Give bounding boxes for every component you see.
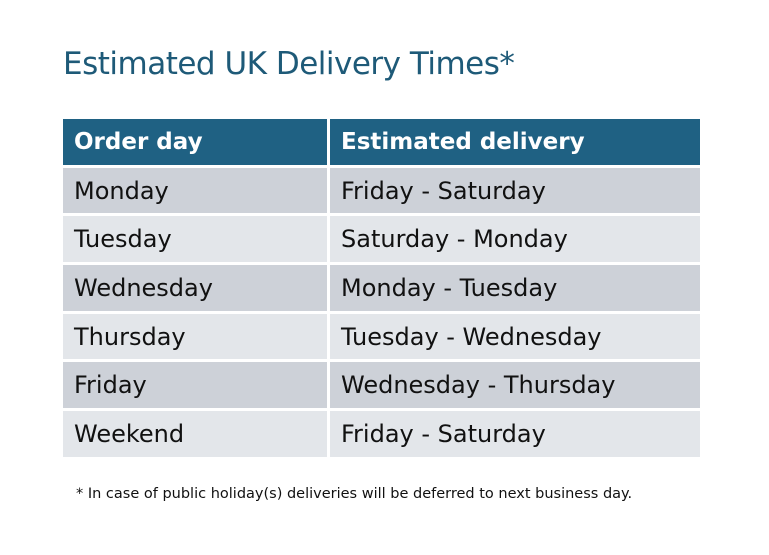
table-row: Thursday Tuesday - Wednesday: [63, 313, 700, 360]
delivery-cell: Friday - Saturday: [330, 411, 700, 457]
footnote: * In case of public holiday(s) deliverie…: [76, 486, 633, 502]
table-row: Monday Friday - Saturday: [63, 167, 700, 214]
order-day-cell: Thursday: [63, 313, 327, 360]
order-day-cell: Weekend: [63, 411, 327, 457]
table-header-row: Order day Estimated delivery: [63, 119, 700, 165]
order-day-cell: Tuesday: [63, 216, 327, 263]
table-row: Wednesday Monday - Tuesday: [63, 265, 700, 311]
delivery-cell: Wednesday - Thursday: [330, 362, 700, 409]
column-header-estimated-delivery: Estimated delivery: [330, 119, 700, 165]
order-day-cell: Wednesday: [63, 265, 327, 311]
delivery-cell: Saturday - Monday: [330, 216, 700, 263]
column-header-order-day: Order day: [63, 119, 327, 165]
table-row: Weekend Friday - Saturday: [63, 411, 700, 457]
table-row: Friday Wednesday - Thursday: [63, 362, 700, 409]
page-title: Estimated UK Delivery Times*: [63, 46, 515, 82]
delivery-cell: Monday - Tuesday: [330, 265, 700, 311]
table-row: Tuesday Saturday - Monday: [63, 216, 700, 263]
delivery-times-table: Order day Estimated delivery Monday Frida…: [60, 116, 703, 460]
delivery-cell: Tuesday - Wednesday: [330, 313, 700, 360]
order-day-cell: Monday: [63, 167, 327, 214]
delivery-cell: Friday - Saturday: [330, 167, 700, 214]
order-day-cell: Friday: [63, 362, 327, 409]
